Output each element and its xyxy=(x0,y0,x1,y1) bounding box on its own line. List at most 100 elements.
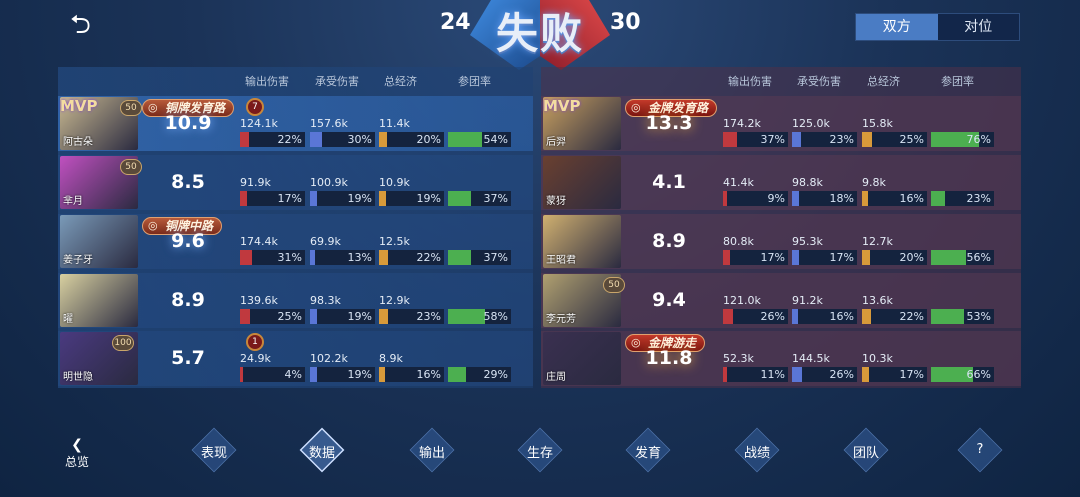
damage-bar-fill xyxy=(723,191,727,206)
gold-bar: 16% xyxy=(379,367,444,382)
level-badge: 100 xyxy=(112,335,134,351)
damage-bar: 9% xyxy=(723,191,788,206)
player-score: 8.9 xyxy=(171,289,205,311)
taken-bar-fill xyxy=(792,309,799,324)
rank-title-badge: 金牌游走 xyxy=(625,334,706,352)
chevron-left-icon: ❮ xyxy=(71,437,83,453)
taken-bar-fill xyxy=(310,250,316,265)
back-arrow-icon: ⮌ xyxy=(70,10,91,40)
player-row[interactable]: 芈月 50 8.5 91.9k 17% 100.9k 19% 10.9k 19% 37% xyxy=(58,155,533,210)
gold-percent: 20% xyxy=(416,133,441,146)
participation-bar-fill xyxy=(931,191,946,206)
damage-bar-fill xyxy=(240,132,249,147)
gold-bar: 19% xyxy=(379,191,444,206)
participation-bar: 23% xyxy=(931,191,994,206)
taken-percent: 30% xyxy=(347,133,372,146)
participation-bar-fill xyxy=(931,367,973,382)
gold-bar-fill xyxy=(862,250,870,265)
taken-bar: 26% xyxy=(792,367,857,382)
hero-avatar[interactable]: 庄周 xyxy=(543,332,621,385)
taken-value: 98.8k xyxy=(792,176,823,189)
damage-value: 52.3k xyxy=(723,352,754,365)
player-row[interactable]: 阿古朵 MVP 50铜牌发育路 7 10.9 124.1k 22% 157.6k 30% 11.4… xyxy=(58,96,533,151)
level-badge: 50 xyxy=(120,159,142,175)
toggle-both[interactable]: 双方 xyxy=(856,14,938,40)
player-row[interactable]: 蒙犽 4.1 41.4k 9% 98.8k 18% 9.8k 16% 23% xyxy=(541,155,1021,210)
hero-avatar[interactable]: 后羿 xyxy=(543,97,621,150)
gold-value: 15.8k xyxy=(862,117,893,130)
participation-bar: 76% xyxy=(931,132,994,147)
participation-percent: 56% xyxy=(966,251,991,264)
medal-icon: 7 xyxy=(246,98,264,116)
gold-bar-fill xyxy=(379,132,387,147)
player-row[interactable]: 王昭君 8.9 80.8k 17% 95.3k 17% 12.7k 20% 56% xyxy=(541,214,1021,269)
damage-value: 91.9k xyxy=(240,176,271,189)
taken-percent: 13% xyxy=(347,251,372,264)
gold-bar: 20% xyxy=(862,250,927,265)
nav-tab[interactable]: 表现 xyxy=(191,427,237,473)
nav-tab[interactable]: 输出 xyxy=(409,427,455,473)
damage-bar: 4% xyxy=(240,367,305,382)
participation-percent: 58% xyxy=(483,310,508,323)
hero-avatar[interactable]: 曜 xyxy=(60,274,138,327)
hero-avatar[interactable]: 蒙犽 xyxy=(543,156,621,209)
taken-bar-fill xyxy=(792,250,799,265)
column-header: 输出伤害 xyxy=(245,75,289,88)
participation-bar-fill xyxy=(448,309,485,324)
participation-bar: 37% xyxy=(448,250,511,265)
nav-tab[interactable]: 生存 xyxy=(517,427,563,473)
taken-percent: 23% xyxy=(829,133,854,146)
damage-value: 174.2k xyxy=(723,117,761,130)
nav-tab[interactable]: 发育 xyxy=(625,427,671,473)
damage-bar: 26% xyxy=(723,309,788,324)
gold-bar-fill xyxy=(862,132,872,147)
player-row[interactable]: 明世隐 100 1 5.7 24.9k 4% 102.2k 19% 8.9k 16% 29% xyxy=(58,331,533,386)
gold-percent: 20% xyxy=(899,251,924,264)
back-button[interactable]: ⮌ xyxy=(70,12,116,38)
gold-bar: 17% xyxy=(862,367,927,382)
damage-bar-fill xyxy=(723,250,730,265)
hero-avatar[interactable]: 王昭君 xyxy=(543,215,621,268)
player-row[interactable]: 曜 8.9 139.6k 25% 98.3k 19% 12.9k 23% 58% xyxy=(58,273,533,328)
toggle-matchup[interactable]: 对位 xyxy=(964,19,993,35)
damage-bar: 17% xyxy=(723,250,788,265)
nav-tab-label: 发育 xyxy=(634,446,661,461)
hero-name: 阿古朵 xyxy=(63,137,93,148)
nav-tab-label: 团队 xyxy=(852,446,879,461)
overview-button[interactable]: ❮ 总览 xyxy=(55,437,99,477)
taken-value: 91.2k xyxy=(792,294,823,307)
nav-tab-label: 表现 xyxy=(200,446,227,461)
hero-name: 芈月 xyxy=(63,196,83,207)
damage-bar-fill xyxy=(240,309,250,324)
hero-name: 曜 xyxy=(63,314,73,325)
nav-tab[interactable]: 团队 xyxy=(843,427,889,473)
gold-bar: 22% xyxy=(862,309,927,324)
gold-bar: 25% xyxy=(862,132,927,147)
damage-bar-fill xyxy=(723,132,738,147)
nav-tab[interactable]: 数据 xyxy=(299,427,345,473)
gold-value: 12.9k xyxy=(379,294,410,307)
damage-value: 174.4k xyxy=(240,235,278,248)
gold-bar-fill xyxy=(862,367,869,382)
participation-percent: 23% xyxy=(966,192,991,205)
player-score: 8.5 xyxy=(171,171,205,193)
participation-bar-fill xyxy=(448,250,472,265)
gold-value: 13.6k xyxy=(862,294,893,307)
taken-bar: 19% xyxy=(310,367,375,382)
nav-tab[interactable]: ? xyxy=(957,427,1003,473)
medal-icon: 1 xyxy=(246,333,264,351)
taken-value: 95.3k xyxy=(792,235,823,248)
hero-name: 王昭君 xyxy=(546,255,576,266)
nav-tab[interactable]: 战绩 xyxy=(734,427,780,473)
participation-bar: 54% xyxy=(448,132,511,147)
mvp-badge: MVP xyxy=(543,97,581,115)
taken-bar-fill xyxy=(792,191,800,206)
participation-bar-fill xyxy=(448,367,467,382)
player-row[interactable]: 李元芳 50 9.4 121.0k 26% 91.2k 16% 13.6k 22% 53% xyxy=(541,273,1021,328)
damage-value: 121.0k xyxy=(723,294,761,307)
hero-avatar[interactable]: 姜子牙 xyxy=(60,215,138,268)
match-result: 失败 xyxy=(495,9,584,58)
